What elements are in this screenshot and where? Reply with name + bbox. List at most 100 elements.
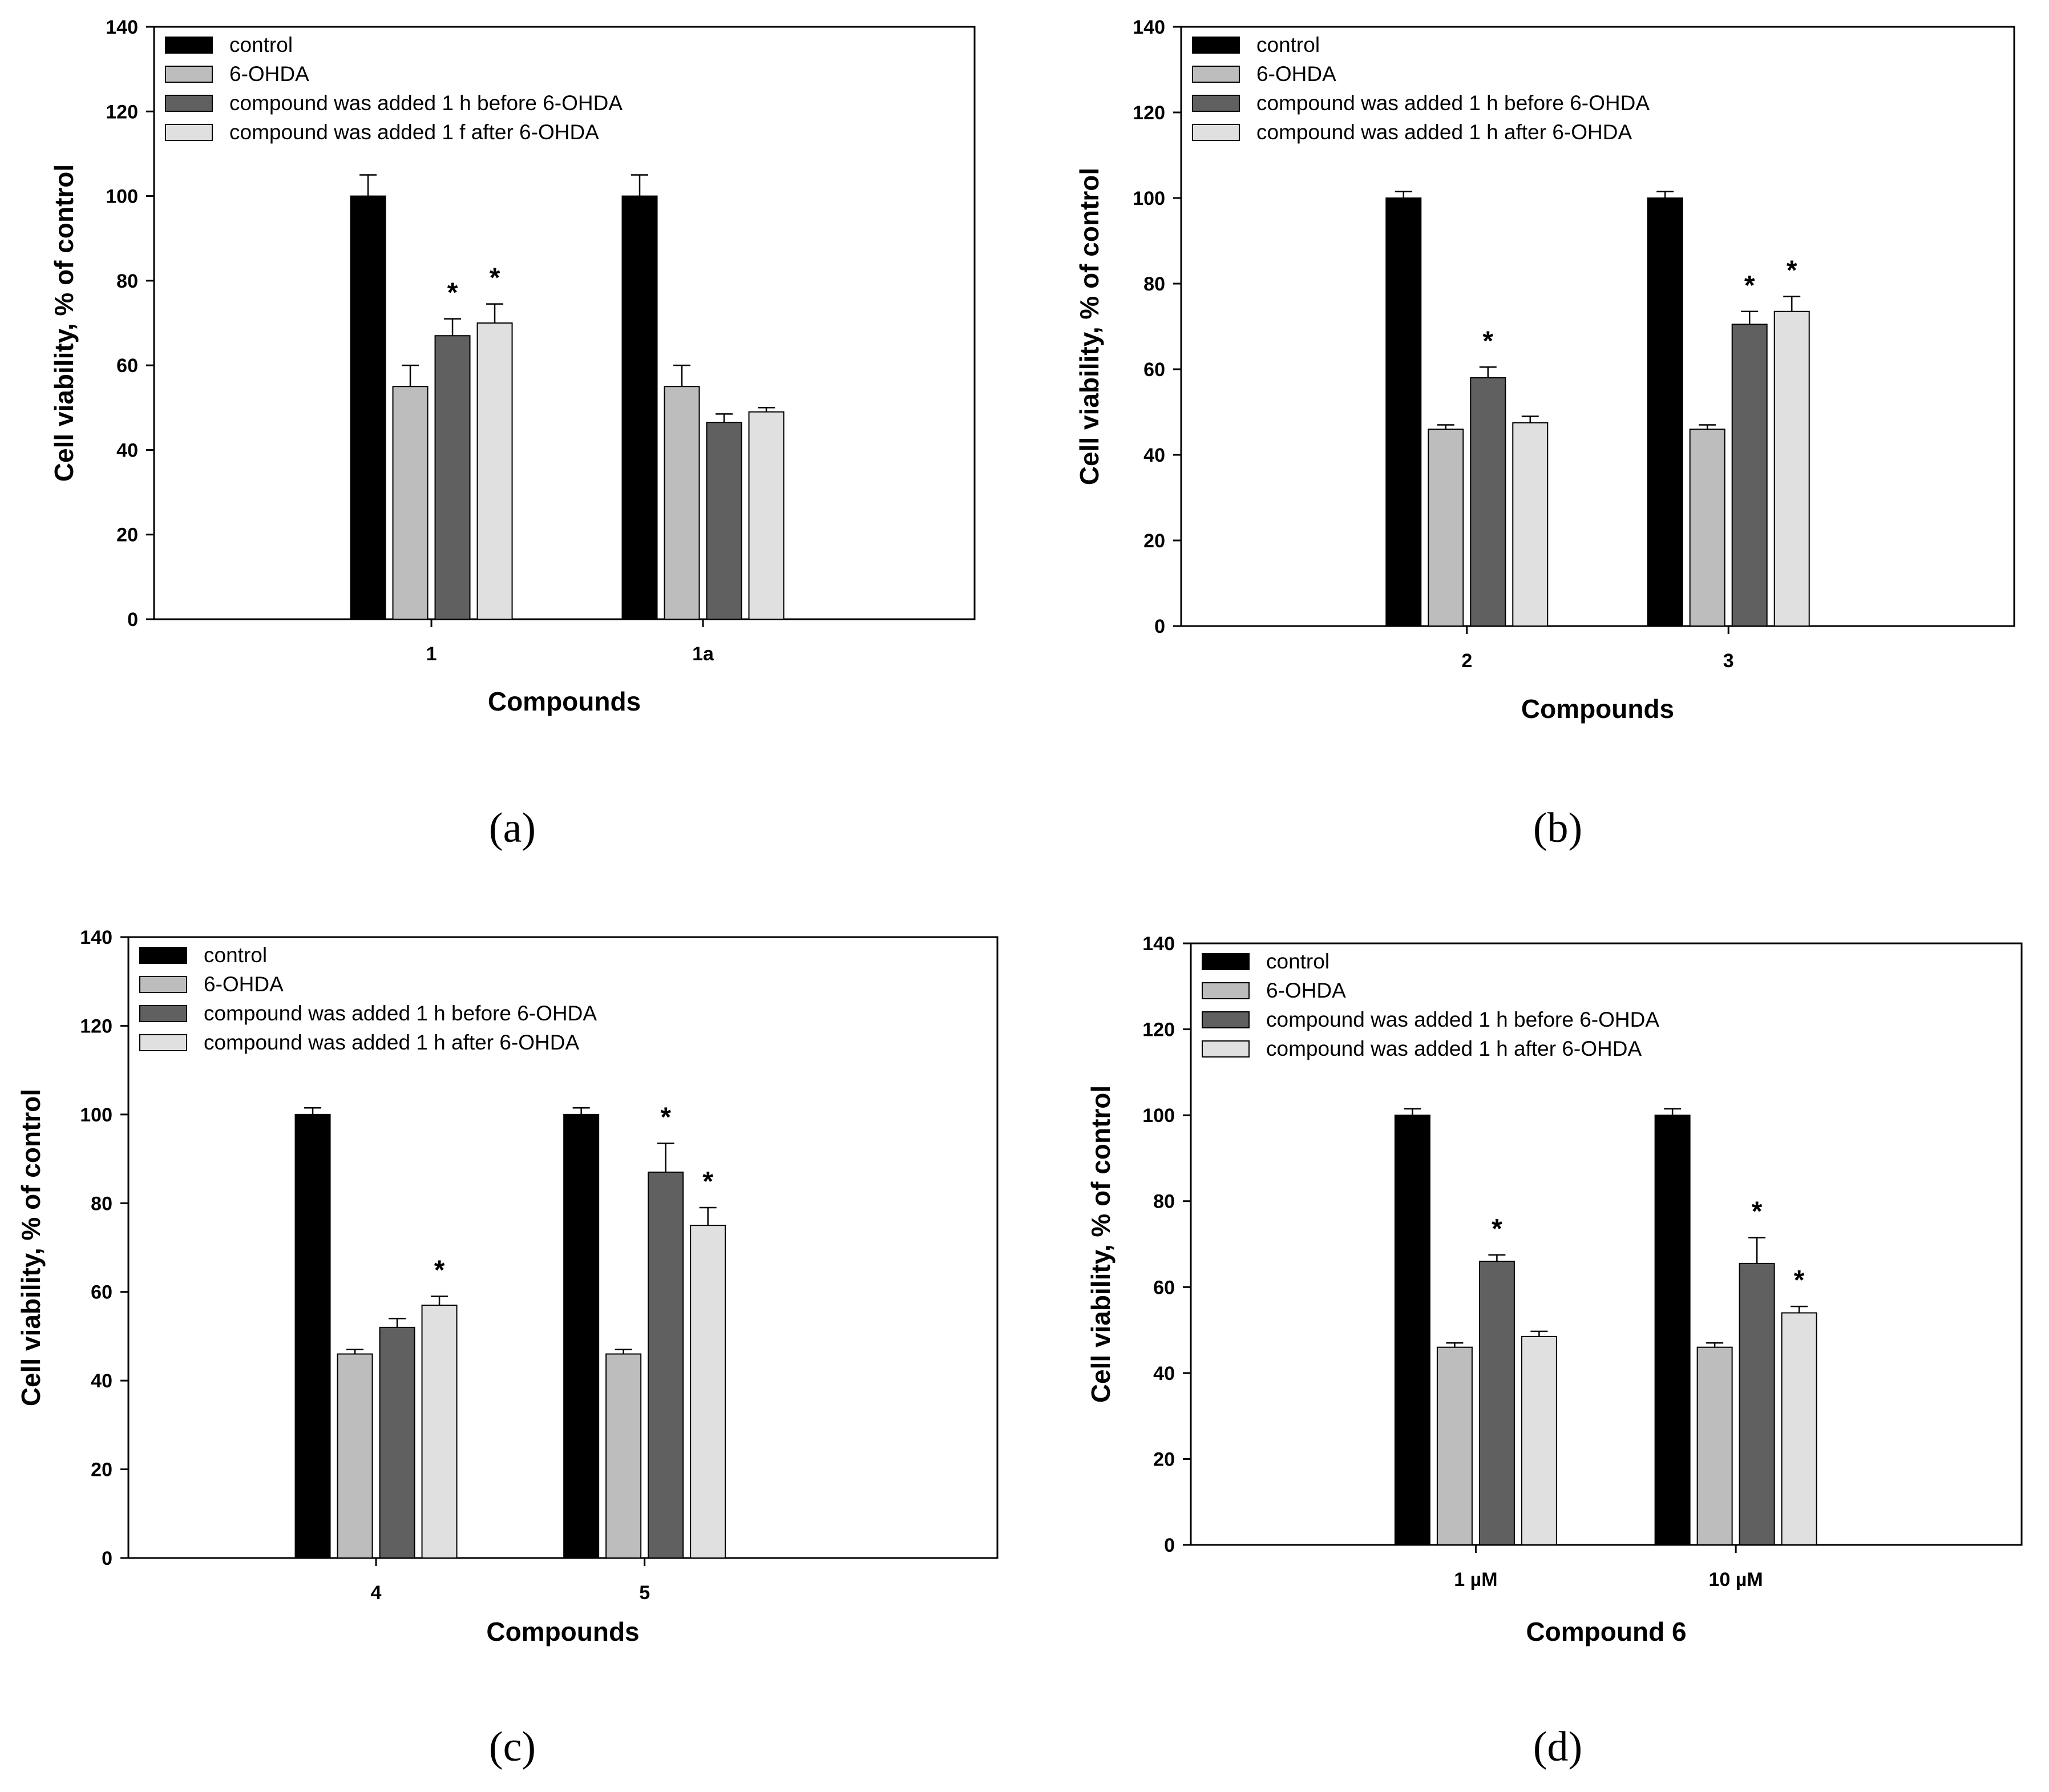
legend-swatch-4 xyxy=(139,1034,187,1051)
x-tick-label-2: 2 xyxy=(1461,650,1472,672)
y-axis-title: Cell viability, % of control xyxy=(49,164,79,482)
y-tick-label: 40 xyxy=(1153,1363,1175,1385)
y-tick-label: 80 xyxy=(1153,1191,1175,1213)
plot-frame xyxy=(127,936,999,1559)
y-tick-label: 40 xyxy=(1143,445,1165,466)
legend-swatch-4 xyxy=(1192,124,1240,141)
y-tick-label: 40 xyxy=(116,439,138,461)
y-axis-title: Cell viability, % of control xyxy=(1074,168,1104,485)
x-tick-label-1: 1 xyxy=(426,643,437,665)
x-axis-title: Compounds xyxy=(486,1617,639,1646)
legend-label-4: compound was added 1 h after 6-OHDA xyxy=(1266,1037,1642,1060)
y-axis-title: Cell viability, % of control xyxy=(16,1089,46,1406)
legend-swatch-3 xyxy=(139,1005,187,1022)
bar-compound-was-added-1-h-before--10-um xyxy=(1739,1262,1775,1546)
plot-frame xyxy=(153,26,976,620)
bar-control-5 xyxy=(563,1113,600,1559)
significance-star: * xyxy=(1787,256,1797,286)
legend-label-1: control xyxy=(1256,33,1320,56)
legend-label-4: compound was added 1 h after 6-OHDA xyxy=(204,1031,579,1054)
legend-label-2: 6-OHDA xyxy=(1266,979,1346,1002)
y-tick-label: 140 xyxy=(1133,17,1165,38)
y-tick-label: 20 xyxy=(91,1459,112,1481)
chart-panel-d: 0 20 40 60 80 100 120 140 Cell viability, % of c… xyxy=(1086,933,2023,1646)
bar-control-4 xyxy=(294,1113,331,1559)
x-axis-title: Compounds xyxy=(1521,694,1674,724)
x-tick-label-4: 4 xyxy=(371,1582,382,1604)
bar-compound-was-added-1-h-before--3 xyxy=(1731,324,1768,627)
bar-control-1 xyxy=(350,195,386,620)
x-tick-label-1a: 1a xyxy=(692,643,714,665)
significance-star: * xyxy=(490,263,500,293)
x-tick-label-10-um: 10 µM xyxy=(1709,1569,1763,1591)
bar-6-ohda-1-um xyxy=(1436,1346,1473,1546)
x-tick-label-3: 3 xyxy=(1723,650,1734,672)
y-tick-label: 100 xyxy=(1133,188,1165,209)
x-tick-label-5: 5 xyxy=(639,1582,650,1604)
bar-compound-was-added-1-h-before--4 xyxy=(379,1326,415,1559)
legend-label-4: compound was added 1 h after 6-OHDA xyxy=(1256,120,1632,144)
y-tick-label: 120 xyxy=(80,1015,112,1037)
y-tick-label: 120 xyxy=(106,101,138,123)
significance-star: * xyxy=(702,1167,713,1197)
bar-6-ohda-1 xyxy=(392,386,429,620)
plot-frame xyxy=(1190,942,2023,1546)
y-tick-label: 120 xyxy=(1142,1019,1175,1041)
x-axis-title: Compound 6 xyxy=(1526,1617,1686,1646)
legend-swatch-3 xyxy=(1192,95,1240,112)
bar-compound-was-added-1-h-before--1 xyxy=(434,335,471,620)
legend-label-1: control xyxy=(229,33,293,56)
plot-frame xyxy=(1180,26,2015,627)
bar-compound-was-added-1-h-before--2 xyxy=(1470,377,1506,627)
panel-label-c: (c) xyxy=(489,1724,536,1770)
bar-compound-was-added-1-h-after-6-2 xyxy=(1512,422,1549,627)
y-tick-label: 20 xyxy=(116,524,138,546)
y-tick-label: 40 xyxy=(91,1370,112,1392)
y-tick-label: 60 xyxy=(116,355,138,377)
x-tick-label-1-um: 1 µM xyxy=(1454,1569,1497,1591)
y-tick-label: 20 xyxy=(1153,1448,1175,1470)
bar-6-ohda-2 xyxy=(1428,429,1464,627)
y-tick-label: 0 xyxy=(1154,616,1165,637)
significance-star: * xyxy=(1482,326,1493,356)
bar-6-ohda-3 xyxy=(1689,429,1725,627)
y-tick-label: 60 xyxy=(91,1282,112,1303)
legend-label-3: compound was added 1 h before 6-OHDA xyxy=(229,91,623,115)
bar-control-3 xyxy=(1647,197,1683,627)
bar-6-ohda-1a xyxy=(664,386,700,620)
y-tick-label: 120 xyxy=(1133,102,1165,124)
y-tick-label: 20 xyxy=(1143,530,1165,552)
legend-swatch-2 xyxy=(165,66,213,83)
legend-swatch-2 xyxy=(1192,66,1240,83)
bar-control-1a xyxy=(621,195,658,620)
bar-control-10-um xyxy=(1654,1115,1691,1545)
bar-compound-was-added-1-h-before--1-um xyxy=(1478,1261,1515,1545)
legend-swatch-3 xyxy=(165,95,213,112)
bar-control-1-um xyxy=(1394,1115,1430,1545)
legend-label-4: compound was added 1 f after 6-OHDA xyxy=(229,120,599,144)
y-tick-label: 100 xyxy=(80,1104,112,1126)
bar-compound-was-added-1-h-after-6-3 xyxy=(1773,310,1810,627)
bar-6-ohda-5 xyxy=(605,1353,642,1559)
y-tick-label: 140 xyxy=(80,927,112,949)
bar-compound-was-added-1-f-after-6-1a xyxy=(748,411,785,620)
bar-compound-was-added-1-h-before--5 xyxy=(648,1171,684,1559)
bar-compound-was-added-1-f-after-6-1 xyxy=(476,322,513,620)
legend-label-2: 6-OHDA xyxy=(1256,62,1336,86)
y-tick-label: 0 xyxy=(1164,1535,1175,1556)
y-tick-label: 80 xyxy=(91,1193,112,1214)
y-tick-label: 60 xyxy=(1153,1277,1175,1298)
y-tick-label: 100 xyxy=(106,186,138,208)
y-tick-label: 0 xyxy=(102,1548,112,1569)
panel-label-a: (a) xyxy=(489,805,536,851)
legend-swatch-4 xyxy=(1202,1040,1250,1058)
chart-panel-c: 0 20 40 60 80 100 120 140 Cell viability, % of c… xyxy=(16,927,999,1646)
panel-label-d: (d) xyxy=(1533,1724,1582,1770)
significance-star: * xyxy=(434,1255,445,1285)
y-tick-label: 100 xyxy=(1142,1105,1175,1127)
y-tick-label: 80 xyxy=(1143,273,1165,295)
legend-swatch-2 xyxy=(139,976,187,993)
y-tick-label: 60 xyxy=(1143,359,1165,381)
legend-swatch-1 xyxy=(139,947,187,964)
legend-swatch-1 xyxy=(1192,37,1240,54)
